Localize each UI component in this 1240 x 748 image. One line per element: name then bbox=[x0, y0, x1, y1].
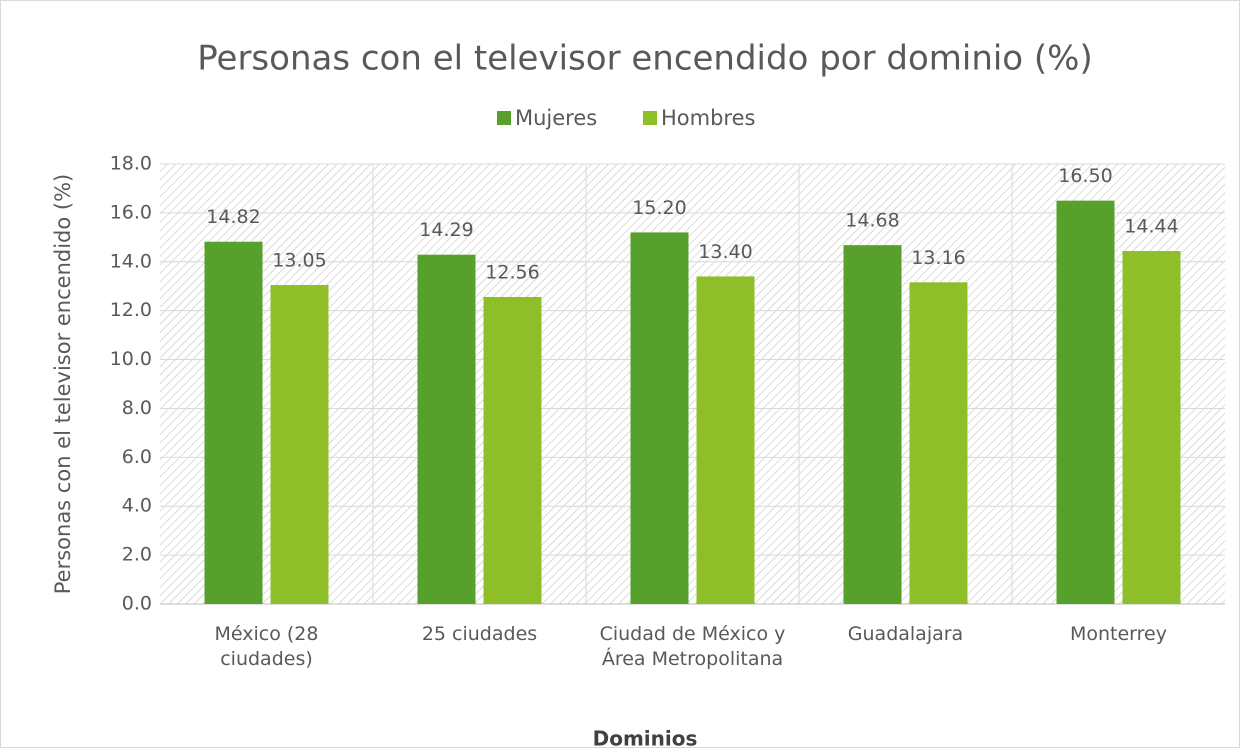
data-label: 14.68 bbox=[845, 210, 899, 232]
y-tick-label: 12.0 bbox=[110, 299, 152, 321]
x-tick-label: 25 ciudades bbox=[421, 623, 538, 645]
bar bbox=[630, 232, 689, 604]
y-tick-label: 0.0 bbox=[122, 593, 152, 615]
legend-label: Hombres bbox=[661, 106, 755, 130]
y-tick-label: 2.0 bbox=[122, 544, 152, 566]
y-tick-label: 18.0 bbox=[110, 153, 152, 175]
legend-label: Mujeres bbox=[515, 106, 597, 130]
plot-background bbox=[160, 164, 1225, 604]
data-label: 13.40 bbox=[698, 241, 752, 263]
x-tick-label: Ciudad de México y Área Metropolitana bbox=[599, 623, 786, 670]
bar bbox=[843, 245, 902, 604]
bar bbox=[1056, 200, 1115, 604]
y-tick-label: 10.0 bbox=[110, 348, 152, 370]
data-label: 13.16 bbox=[911, 247, 965, 269]
data-label: 14.29 bbox=[419, 219, 473, 241]
bar bbox=[1122, 251, 1181, 604]
y-axis-title: Personas con el televisor encendido (%) bbox=[51, 174, 75, 595]
x-tick-label: México (28 ciudades) bbox=[214, 623, 319, 670]
legend-swatch bbox=[643, 111, 657, 125]
x-tick-label: Guadalajara bbox=[847, 623, 964, 645]
data-label: 13.05 bbox=[272, 250, 326, 272]
data-label: 15.20 bbox=[632, 197, 686, 219]
y-tick-label: 8.0 bbox=[122, 397, 152, 419]
bar bbox=[417, 254, 476, 604]
data-label: 12.56 bbox=[485, 261, 539, 283]
legend-swatch bbox=[497, 111, 511, 125]
bar bbox=[696, 276, 755, 604]
bar bbox=[483, 296, 542, 604]
bar bbox=[270, 285, 329, 604]
x-axis-title: Dominios bbox=[593, 727, 698, 748]
data-label: 16.50 bbox=[1058, 165, 1112, 187]
data-label: 14.82 bbox=[206, 206, 260, 228]
y-tick-label: 16.0 bbox=[110, 201, 152, 223]
y-tick-label: 14.0 bbox=[110, 250, 152, 272]
y-tick-label: 4.0 bbox=[122, 495, 152, 517]
bar bbox=[909, 282, 968, 604]
chart-title: Personas con el televisor encendido por … bbox=[197, 39, 1093, 79]
y-tick-label: 6.0 bbox=[122, 446, 152, 468]
x-tick-label: Monterrey bbox=[1069, 623, 1167, 645]
bar bbox=[204, 241, 263, 604]
data-label: 14.44 bbox=[1124, 216, 1178, 238]
